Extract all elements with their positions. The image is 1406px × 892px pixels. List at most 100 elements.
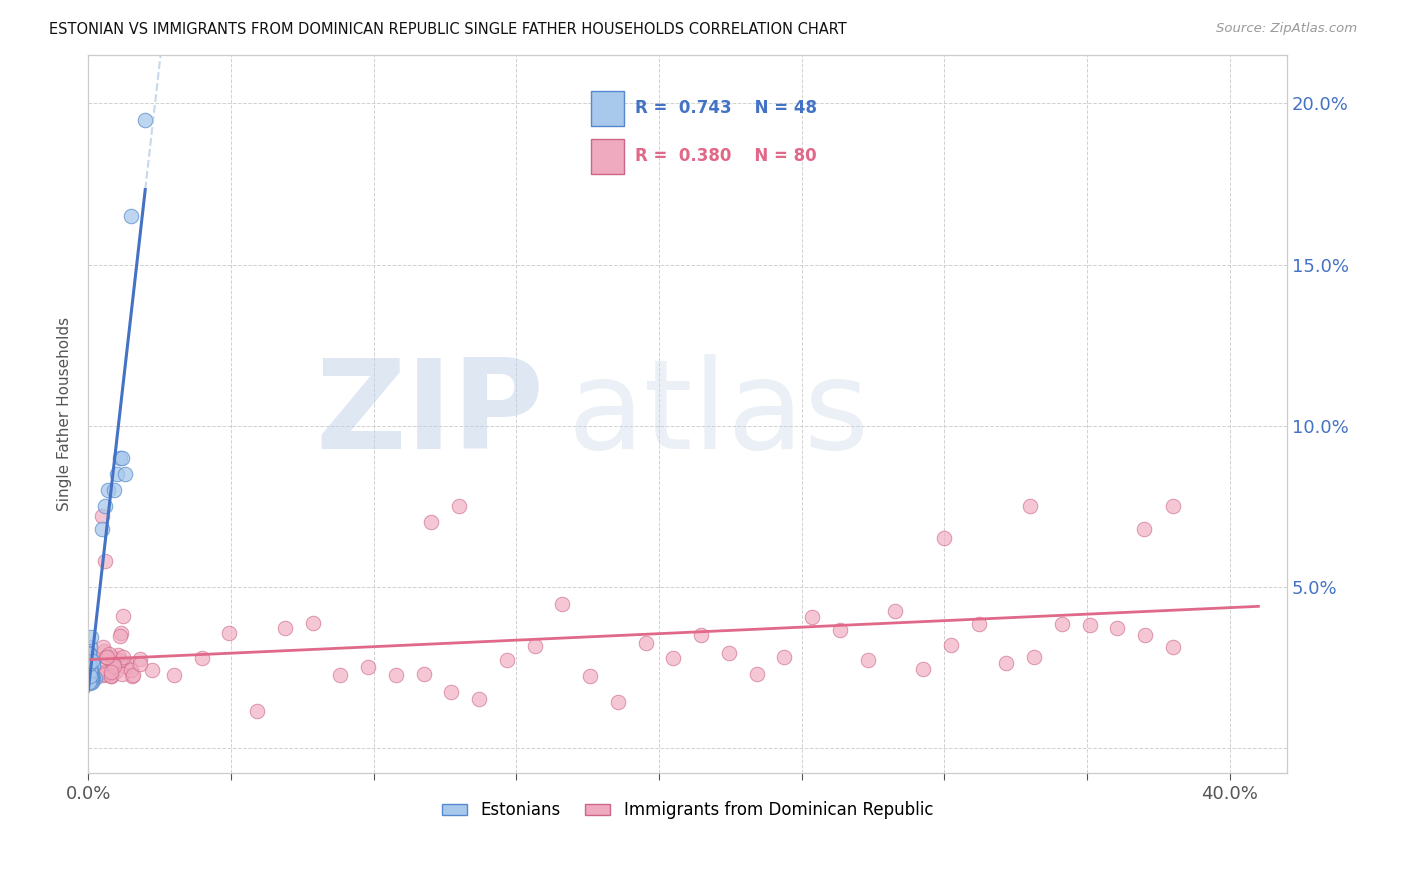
Point xyxy=(745,666,768,681)
Point xyxy=(911,662,934,676)
Point xyxy=(112,609,135,624)
Point xyxy=(495,652,517,666)
Point xyxy=(329,668,352,682)
Point xyxy=(551,598,574,612)
Point xyxy=(773,650,796,665)
Point xyxy=(141,663,163,677)
Point xyxy=(107,648,129,662)
Point xyxy=(82,657,104,672)
Point xyxy=(1133,522,1156,536)
Point xyxy=(96,656,118,670)
Point xyxy=(110,626,132,640)
Point xyxy=(384,668,406,682)
Point xyxy=(94,666,117,681)
Point xyxy=(468,692,491,706)
Point xyxy=(112,650,135,665)
Point xyxy=(80,673,103,687)
Point xyxy=(77,675,100,690)
Point xyxy=(100,665,122,680)
Point xyxy=(80,654,103,668)
Y-axis label: Single Father Households: Single Father Households xyxy=(58,318,72,511)
Point xyxy=(80,671,103,685)
Point xyxy=(412,667,434,681)
Point xyxy=(114,467,136,481)
Point xyxy=(218,626,240,640)
Point xyxy=(108,629,131,643)
Point xyxy=(103,650,125,665)
Point xyxy=(79,674,101,689)
Point xyxy=(80,665,103,680)
Point xyxy=(91,640,114,655)
Point xyxy=(828,623,851,637)
Point xyxy=(939,638,962,652)
Point xyxy=(96,650,118,665)
Point xyxy=(79,668,101,682)
Point xyxy=(82,674,104,689)
Point xyxy=(662,650,685,665)
Point xyxy=(440,685,463,699)
Point xyxy=(79,674,101,689)
Point xyxy=(690,628,713,642)
Point xyxy=(108,450,131,465)
Point xyxy=(80,630,103,644)
Point xyxy=(83,671,105,685)
Point xyxy=(79,660,101,674)
Point xyxy=(1022,650,1045,665)
Point xyxy=(91,508,114,523)
Point xyxy=(934,531,956,545)
Point xyxy=(190,650,212,665)
Point xyxy=(77,657,100,671)
Point xyxy=(91,667,114,681)
Text: atlas: atlas xyxy=(568,354,870,475)
Point xyxy=(79,669,101,683)
Point xyxy=(105,664,128,678)
Point xyxy=(103,659,125,673)
Point xyxy=(274,621,297,635)
Point xyxy=(79,663,101,677)
Point xyxy=(77,651,100,665)
Point xyxy=(103,656,125,670)
Point xyxy=(82,655,104,669)
Point xyxy=(523,640,546,654)
Point xyxy=(79,651,101,665)
Point xyxy=(79,657,101,672)
Point xyxy=(357,660,380,674)
Point xyxy=(80,674,103,689)
Point xyxy=(120,663,142,677)
Point xyxy=(97,483,120,497)
Point xyxy=(134,112,156,127)
Point xyxy=(105,467,128,481)
Point xyxy=(717,646,740,660)
Point xyxy=(995,656,1018,670)
Point xyxy=(108,653,131,667)
Point xyxy=(100,669,122,683)
Point xyxy=(111,667,134,681)
Point xyxy=(129,651,152,665)
Point xyxy=(79,653,101,667)
Point xyxy=(100,667,122,681)
Point xyxy=(79,640,101,654)
Text: Source: ZipAtlas.com: Source: ZipAtlas.com xyxy=(1216,22,1357,36)
Point xyxy=(77,674,100,689)
Point xyxy=(856,653,879,667)
Point xyxy=(1019,499,1042,513)
Point xyxy=(118,658,141,673)
Point xyxy=(301,615,323,630)
Point xyxy=(129,657,152,671)
Text: ESTONIAN VS IMMIGRANTS FROM DOMINICAN REPUBLIC SINGLE FATHER HOUSEHOLDS CORRELAT: ESTONIAN VS IMMIGRANTS FROM DOMINICAN RE… xyxy=(49,22,846,37)
Point xyxy=(98,647,121,661)
Point xyxy=(103,483,125,497)
Point xyxy=(93,665,115,680)
Point xyxy=(77,646,100,660)
Point xyxy=(1078,618,1101,632)
Point xyxy=(1050,617,1073,632)
Point xyxy=(79,673,101,687)
Point xyxy=(79,657,101,672)
Point xyxy=(163,668,186,682)
Point xyxy=(94,649,117,664)
Point xyxy=(79,676,101,690)
Point xyxy=(91,522,114,536)
Point xyxy=(111,450,134,465)
Point xyxy=(94,499,117,513)
Point xyxy=(801,610,824,624)
